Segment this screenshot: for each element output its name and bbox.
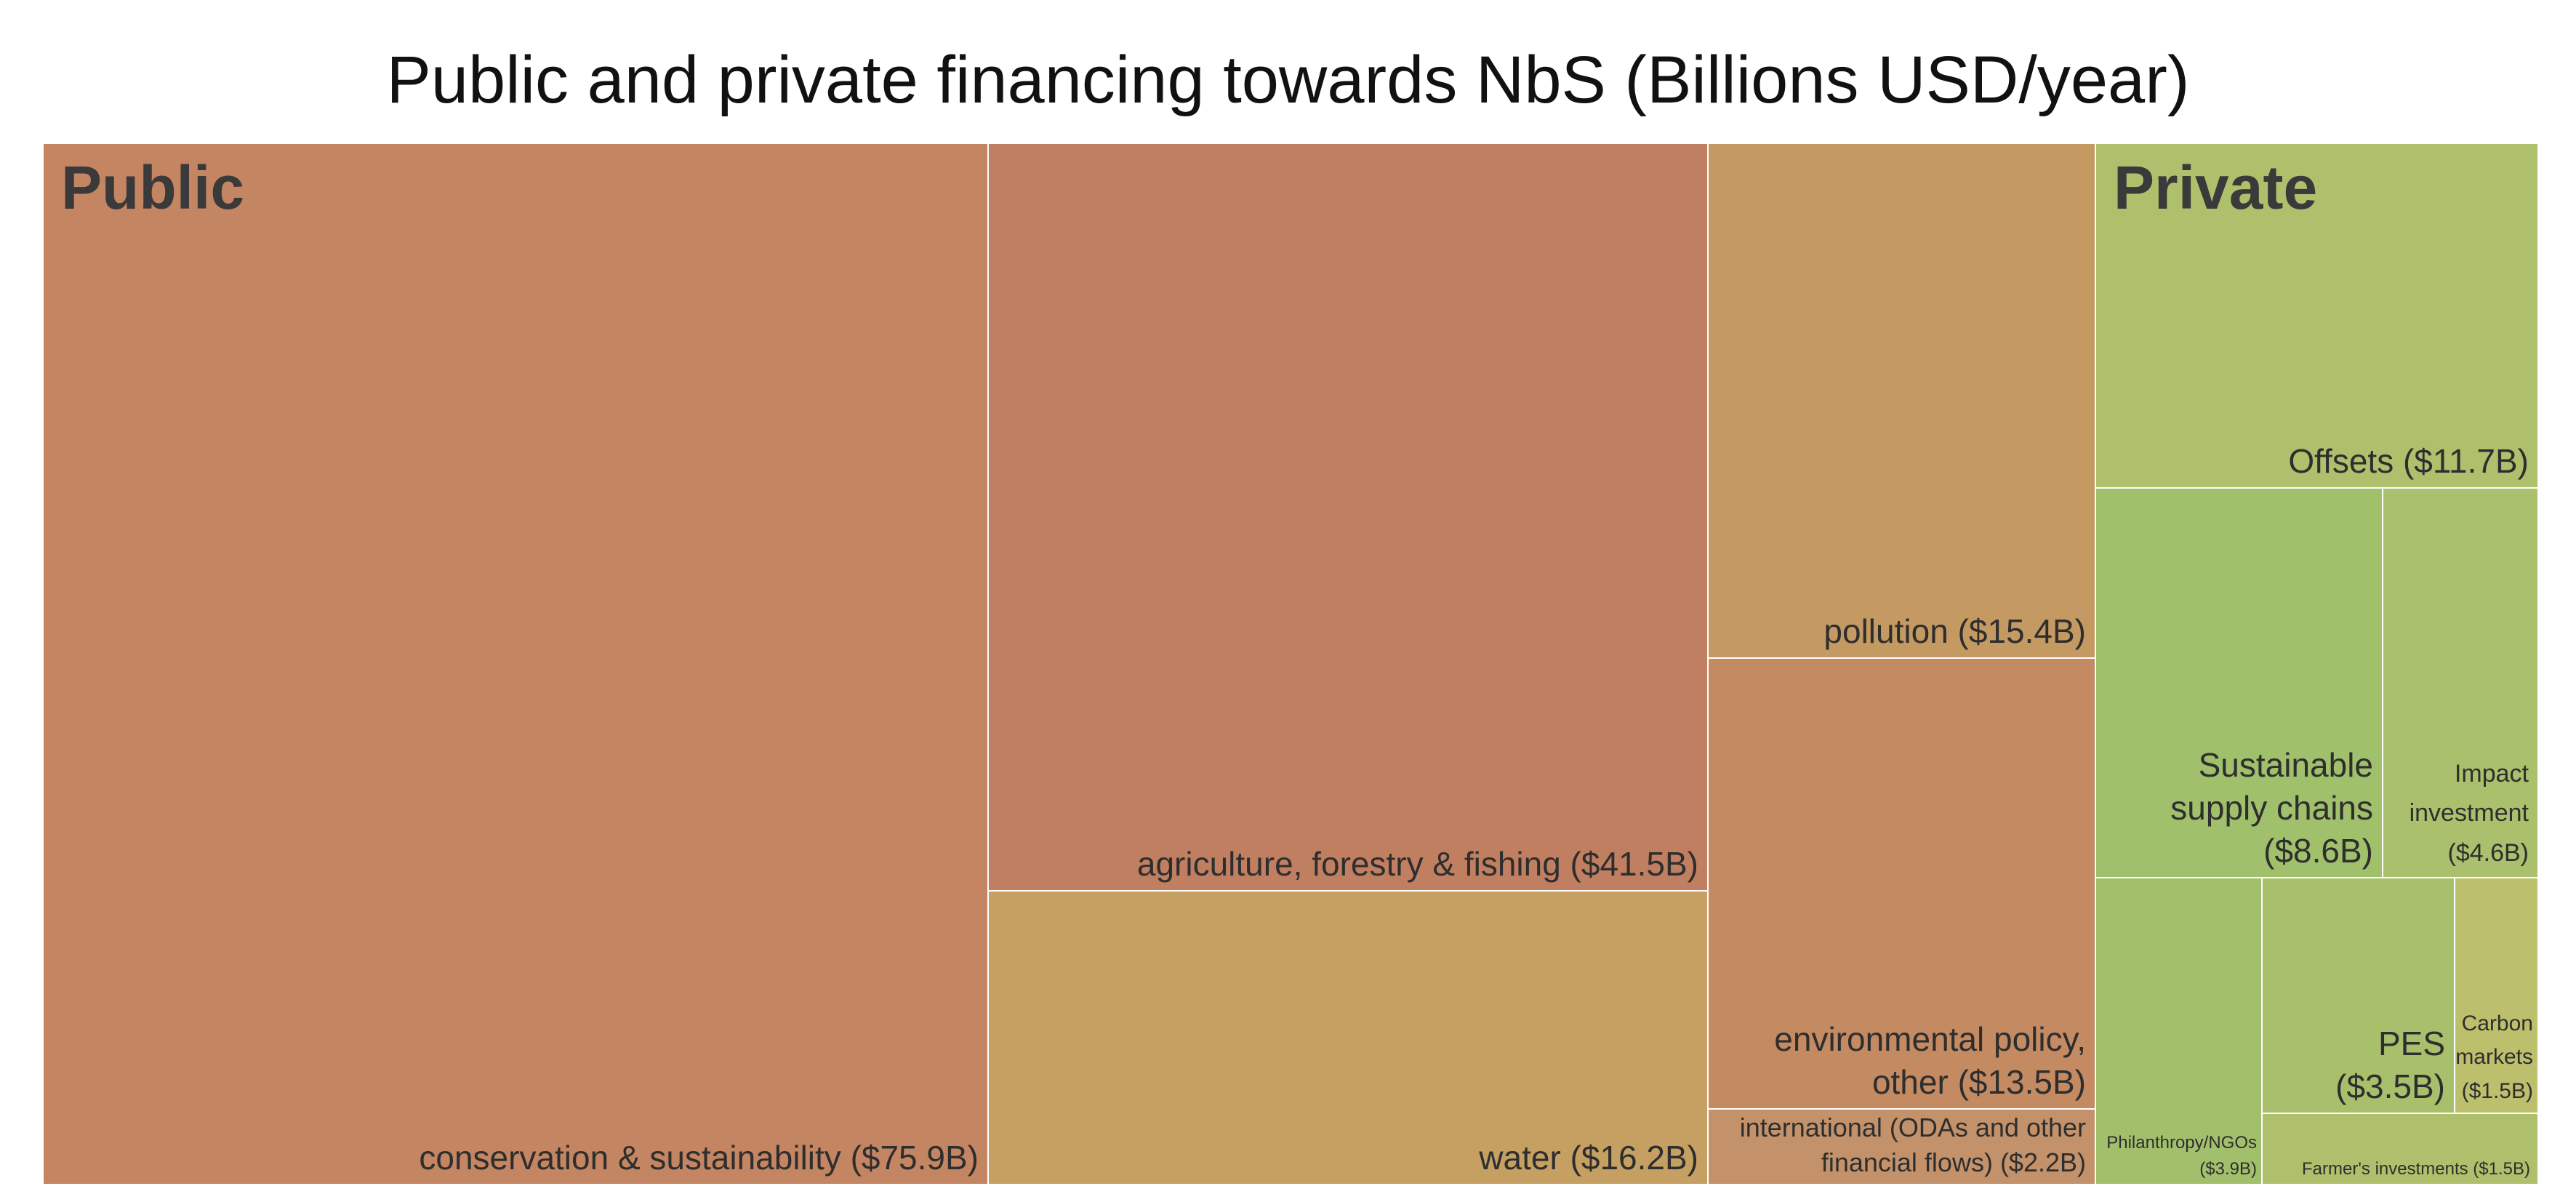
tile-water-label: water ($16.2B) bbox=[1479, 1137, 1698, 1179]
tile-label-line: supply chains bbox=[2170, 789, 2373, 828]
tile-label-line: conservation & sustainability ($75.9B) bbox=[419, 1139, 979, 1177]
tile-environmental-policy-label: environmental policy, other ($13.5B) bbox=[1774, 1018, 2086, 1104]
tile-label-line: ($1.5B) bbox=[2461, 1078, 2533, 1103]
tile-label-line: pollution ($15.4B) bbox=[1823, 612, 2086, 651]
tile-international-odas: international (ODAs and other financial f… bbox=[1707, 1108, 2095, 1184]
tile-philanthropy-ngos: Philanthropy/NGOs ($3.9B) bbox=[2095, 877, 2261, 1184]
tile-philanthropy-ngos-label: Philanthropy/NGOs ($3.9B) bbox=[2106, 1130, 2257, 1182]
group-label-public: Public bbox=[61, 153, 245, 222]
treemap-area: conservation & sustainability ($75.9B) ag… bbox=[42, 143, 2537, 1184]
tile-label-line: agriculture, forestry & fishing ($41.5B) bbox=[1136, 845, 1698, 884]
tile-pollution: pollution ($15.4B) bbox=[1707, 143, 2095, 657]
tile-pes-label: PES ($3.5B) bbox=[2335, 1022, 2445, 1108]
tile-impact-investment-label: Impact investment ($4.6B) bbox=[2410, 754, 2529, 873]
tile-impact-investment: Impact investment ($4.6B) bbox=[2382, 487, 2537, 877]
tile-carbon-markets-label: Carbon markets ($1.5B) bbox=[2455, 1007, 2533, 1109]
tile-label-line: ($8.6B) bbox=[2263, 832, 2373, 870]
tile-sustainable-supply-chains-label: Sustainable supply chains ($8.6B) bbox=[2170, 744, 2373, 873]
tile-label-line: markets bbox=[2455, 1045, 2533, 1069]
tile-agriculture-forestry-fishing: agriculture, forestry & fishing ($41.5B) bbox=[987, 143, 1707, 890]
tile-sustainable-supply-chains: Sustainable supply chains ($8.6B) bbox=[2095, 487, 2382, 877]
tile-label-line: Philanthropy/NGOs bbox=[2106, 1133, 2257, 1153]
tile-conservation-sustainability-label: conservation & sustainability ($75.9B) bbox=[419, 1137, 979, 1179]
tile-agriculture-forestry-fishing-label: agriculture, forestry & fishing ($41.5B) bbox=[1137, 843, 1698, 886]
tile-carbon-markets: Carbon markets ($1.5B) bbox=[2454, 877, 2537, 1113]
tile-label-line: PES bbox=[2378, 1025, 2445, 1063]
tile-offsets: Offsets ($11.7B) bbox=[2095, 143, 2537, 487]
tile-offsets-label: Offsets ($11.7B) bbox=[2288, 440, 2529, 483]
tile-label-line: international (ODAs and other bbox=[1739, 1112, 2086, 1142]
tile-farmers-investments-label: Farmer's investments ($1.5B) bbox=[2302, 1158, 2530, 1181]
tile-label-line: other ($13.5B) bbox=[1871, 1063, 2086, 1102]
tile-pes: PES ($3.5B) bbox=[2261, 877, 2454, 1113]
tile-farmers-investments: Farmer's investments ($1.5B) bbox=[2261, 1113, 2537, 1184]
tile-international-odas-label: international (ODAs and other financial f… bbox=[1740, 1110, 2086, 1181]
tile-conservation-sustainability: conservation & sustainability ($75.9B) bbox=[42, 143, 987, 1184]
tile-water: water ($16.2B) bbox=[987, 890, 1707, 1184]
tile-label-line: ($4.6B) bbox=[2447, 838, 2529, 867]
tile-label-line: financial flows) ($2.2B) bbox=[1821, 1147, 2086, 1178]
tile-environmental-policy: environmental policy, other ($13.5B) bbox=[1707, 657, 2095, 1108]
group-label-private: Private bbox=[2114, 153, 2318, 222]
tile-label-line: Impact bbox=[2454, 759, 2529, 788]
tile-label-line: Sustainable bbox=[2198, 746, 2373, 785]
tile-label-line: environmental policy, bbox=[1774, 1020, 2086, 1059]
tile-label-line: ($3.5B) bbox=[2335, 1067, 2445, 1106]
tile-label-line: water ($16.2B) bbox=[1479, 1139, 1698, 1177]
tile-label-line: Carbon bbox=[2461, 1011, 2533, 1035]
tile-label-line: Offsets ($11.7B) bbox=[2288, 442, 2529, 481]
tile-label-line: Farmer's investments ($1.5B) bbox=[2301, 1159, 2530, 1179]
tile-label-line: investment bbox=[2409, 799, 2529, 828]
tile-label-line: ($3.9B) bbox=[2199, 1159, 2257, 1179]
tile-pollution-label: pollution ($15.4B) bbox=[1823, 610, 2086, 653]
chart-title: Public and private financing towards NbS… bbox=[386, 43, 2190, 117]
